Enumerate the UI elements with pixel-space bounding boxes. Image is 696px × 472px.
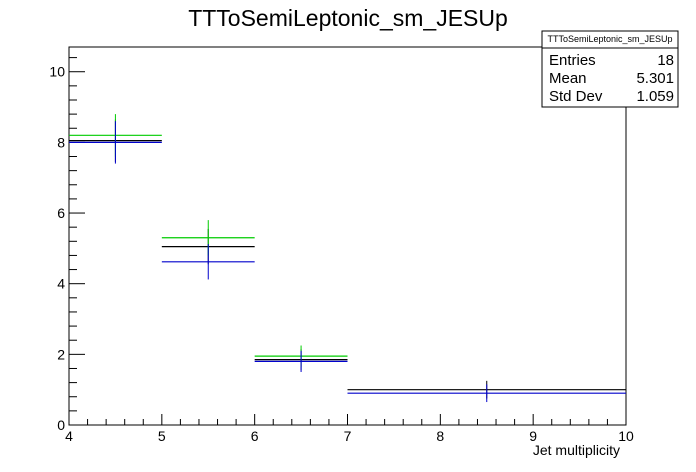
y-axis: 0 2 4 6 8 10 [49, 57, 85, 433]
y-tick-label: 4 [57, 276, 65, 292]
x-tick-label: 6 [251, 428, 259, 444]
stats-entries-value: 18 [657, 52, 674, 69]
y-tick-label: 6 [57, 205, 65, 221]
x-tick-label: 10 [618, 428, 634, 444]
y-tick-label: 2 [57, 346, 65, 362]
stats-stddev-label: Std Dev [549, 88, 603, 105]
stats-entries-label: Entries [549, 52, 596, 69]
x-tick-label: 5 [158, 428, 166, 444]
y-tick-label: 10 [49, 64, 65, 80]
stats-box: TTToSemiLeptonic_sm_JESUp Entries 18 Mea… [541, 30, 679, 108]
stats-mean-value: 5.301 [636, 70, 674, 87]
stats-box-title: TTToSemiLeptonic_sm_JESUp [547, 34, 672, 44]
stats-mean-label: Mean [549, 70, 587, 87]
y-tick-label: 8 [57, 134, 65, 150]
stats-stddev-value: 1.059 [636, 88, 674, 105]
chart-title: TTToSemiLeptonic_sm_JESUp [188, 5, 508, 31]
plot-area [69, 114, 626, 403]
x-axis-label: Jet multiplicity [533, 442, 620, 458]
y-tick-label: 0 [57, 417, 65, 433]
x-tick-label: 4 [65, 428, 73, 444]
x-tick-label: 7 [344, 428, 352, 444]
x-axis: 4 5 6 7 8 9 10 [65, 414, 634, 444]
x-tick-label: 8 [436, 428, 444, 444]
stats-box-frame [541, 30, 679, 108]
x-tick-label: 9 [529, 428, 537, 444]
